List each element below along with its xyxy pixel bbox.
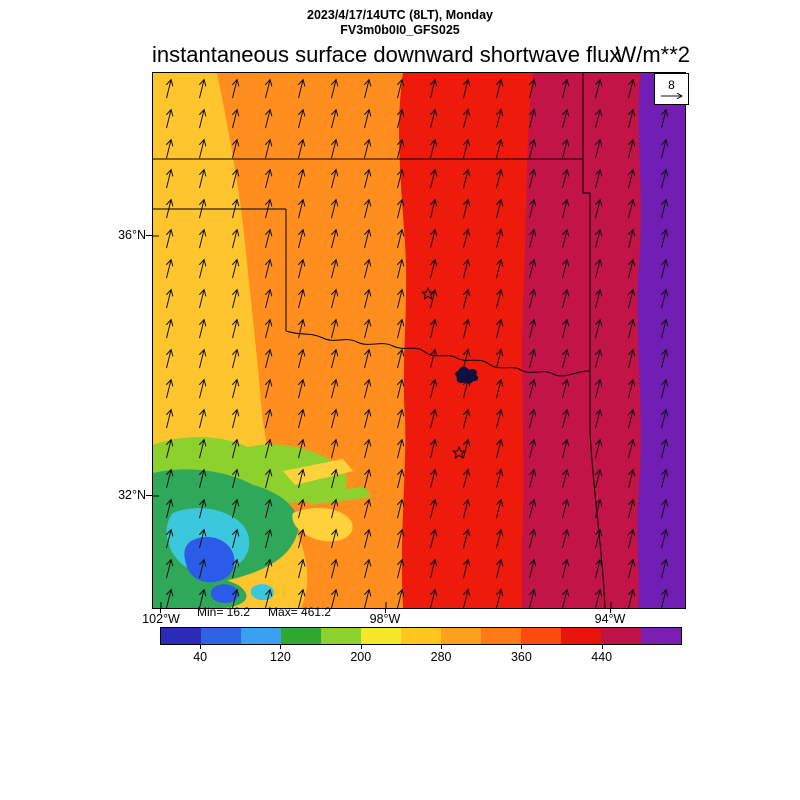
map-canvas (153, 73, 685, 608)
colorbar-cell (441, 628, 481, 644)
reference-arrow-icon (660, 92, 683, 99)
texas-arkansas-louisiana-border (589, 371, 606, 608)
model-run-header: FV3m0b0I0_GFS025 (340, 23, 460, 37)
colorbar-cell (401, 628, 441, 644)
minmax-readout: Min= 16.2 Max= 461.2 (197, 605, 349, 619)
map-panel (152, 72, 686, 609)
colorbar-cell (321, 628, 361, 644)
colorbar-cell (601, 628, 641, 644)
lon-label-94w: 94°W (594, 612, 626, 626)
lon-tick-102w (160, 608, 161, 613)
colorbar-cell (361, 628, 401, 644)
colorbar: 40 120 200 280 360 440 (160, 627, 682, 673)
colorbar-tick-mark (441, 645, 443, 649)
lon-label-98w: 98°W (369, 612, 401, 626)
colorbar-tick-mark (200, 645, 202, 649)
lat-tick-36n (146, 235, 152, 236)
colorbar-cell (241, 628, 281, 644)
min-value: Min= 16.2 (197, 605, 251, 619)
colorbar-tick-label: 360 (510, 650, 532, 664)
colorbar-tick-mark (360, 645, 362, 649)
colorbar-cell (161, 628, 201, 644)
state-boundaries (153, 73, 606, 608)
units-label: W/m**2 (615, 42, 690, 67)
axis-tick-marks (153, 235, 612, 608)
wind-reference-value: 8 (668, 77, 675, 92)
colorbar-cell (201, 628, 241, 644)
colorbar-tick-label: 120 (270, 650, 291, 664)
city-star-icon (420, 286, 436, 300)
colorbar-tick-label: 440 (591, 650, 613, 664)
colorbar-tick-label: 40 (193, 650, 208, 664)
colorbar-cell (641, 628, 681, 644)
lat-tick-32n (146, 495, 152, 496)
colorbar-cell (521, 628, 561, 644)
red-river (285, 330, 591, 377)
colorbar-cell (561, 628, 601, 644)
max-value: Max= 461.2 (268, 605, 332, 619)
lat-label-32n: 32°N (118, 488, 146, 502)
lake-texoma (455, 366, 479, 384)
colorbar-ticks: 40 120 200 280 360 440 (160, 645, 682, 671)
colorbar-tick-label: 200 (350, 650, 372, 664)
oklahoma-arkansas-border (582, 159, 591, 371)
wind-vector-field (153, 73, 685, 608)
colorbar-tick-label: 280 (430, 650, 452, 664)
colorbar-cells (160, 627, 682, 645)
colorbar-cell (481, 628, 521, 644)
valid-time-header: 2023/4/17/14UTC (8LT), Monday (307, 8, 493, 22)
lat-label-36n: 36°N (118, 228, 146, 242)
lon-tick-98w (385, 608, 386, 613)
city-star-icon (451, 445, 467, 459)
figure-title: instantaneous surface downward shortwave… (152, 42, 621, 67)
city-star-markers (420, 286, 467, 459)
lon-label-102w: 102°W (142, 612, 180, 626)
lon-tick-94w (610, 608, 611, 613)
colorbar-cell (281, 628, 321, 644)
colorbar-tick-mark (280, 645, 282, 649)
colorbar-tick-mark (601, 645, 603, 649)
colorbar-tick-mark (521, 645, 523, 649)
wind-reference-box: 8 (654, 73, 689, 105)
